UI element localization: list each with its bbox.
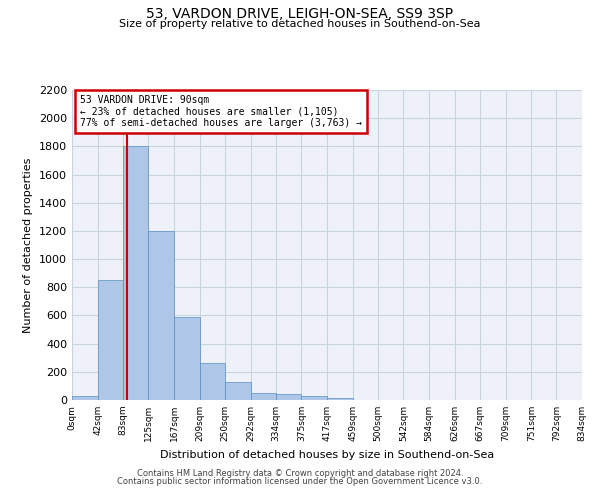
Bar [276, 394, 301, 400]
Bar [148, 231, 174, 400]
X-axis label: Distribution of detached houses by size in Southend-on-Sea: Distribution of detached houses by size … [160, 450, 494, 460]
Bar [200, 364, 225, 400]
Y-axis label: Number of detached properties: Number of detached properties [23, 158, 34, 332]
Bar [327, 398, 353, 400]
Bar [225, 382, 251, 400]
Text: 53, VARDON DRIVE, LEIGH-ON-SEA, SS9 3SP: 53, VARDON DRIVE, LEIGH-ON-SEA, SS9 3SP [146, 8, 454, 22]
Text: Contains HM Land Registry data © Crown copyright and database right 2024.: Contains HM Land Registry data © Crown c… [137, 468, 463, 477]
Text: Contains public sector information licensed under the Open Government Licence v3: Contains public sector information licen… [118, 477, 482, 486]
Bar [72, 396, 98, 400]
Bar [251, 393, 276, 400]
Text: Size of property relative to detached houses in Southend-on-Sea: Size of property relative to detached ho… [119, 19, 481, 29]
Bar [174, 317, 200, 400]
Bar [301, 396, 327, 400]
Bar [123, 146, 148, 400]
Text: 53 VARDON DRIVE: 90sqm
← 23% of detached houses are smaller (1,105)
77% of semi-: 53 VARDON DRIVE: 90sqm ← 23% of detached… [80, 94, 362, 128]
Bar [98, 280, 123, 400]
